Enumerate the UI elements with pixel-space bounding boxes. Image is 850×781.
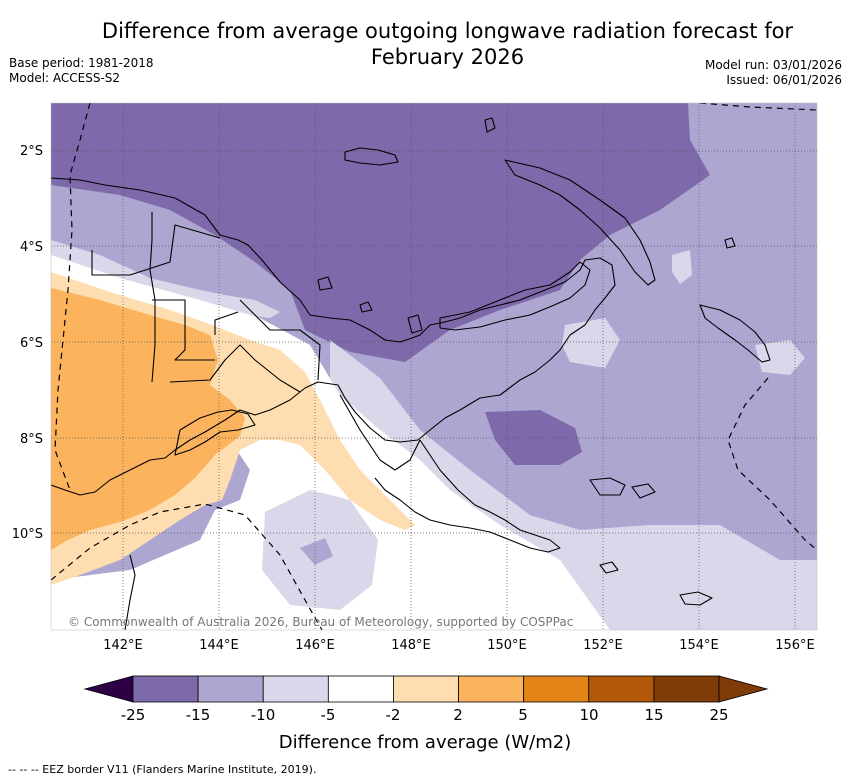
coastlines [51,117,771,630]
graticule [51,103,817,630]
colorbar-tick-label: 15 [644,706,663,724]
base-period: Base period: 1981-2018 [9,56,154,70]
map-area: © Commonwealth of Australia 2026, Bureau… [51,103,817,630]
coastline-fly-delta [174,409,256,456]
anomaly-patch-light-far-east [755,340,805,375]
colorbar-tick-label: 5 [518,706,528,724]
model-run: Model run: 03/01/2026 [704,58,842,72]
lon-tick-label: 144°E [199,638,239,653]
lon-tick-label: 152°E [583,638,623,653]
island-louisiade [679,591,713,606]
eez-border-east [727,377,817,551]
colorbar-cell [262,675,329,703]
island-new-hanover [407,314,423,334]
anomaly-patch-dark-purple [485,410,582,465]
lon-tick-label: 148°E [391,638,431,653]
colorbar-tick-label: -10 [251,706,276,724]
colorbar-cell [523,675,590,703]
colorbar-cell [393,675,459,703]
island-north-small [484,117,496,133]
colorbar-tick-label: -15 [186,706,211,724]
coastline-new-guinea-south [51,371,536,496]
island-woodlark [631,483,656,499]
eez-border-northeast [699,103,817,111]
colorbar: -25 -15 -10 -5 -2 2 5 10 15 25 Differenc… [83,675,769,753]
colorbar-cell [132,675,199,703]
anomaly-patch-lilac-south [300,538,333,565]
lat-tick-labels: 2°S 4°S 6°S 8°S 10°S [12,144,43,542]
colorbar-extend-low [83,675,134,703]
coastline-new-ireland [504,159,656,286]
anomaly-patch-light-islands [672,250,692,284]
coastline-bougainville [699,304,771,363]
colorbar-cell [197,675,264,703]
colorbar-tick-label: 10 [579,706,598,724]
colorbar-tick-label: -25 [121,706,146,724]
anomaly-zone-dark-purple [51,103,710,362]
island-long [359,301,373,313]
lat-tick-label: 10°S [12,527,43,542]
map-title-line2: February 2026 [370,45,525,69]
model-name: Model: ACCESS-S2 [9,71,121,85]
colorbar-tick-label: 2 [453,706,463,724]
colorbar-cell [327,675,394,703]
lon-tick-label: 154°E [679,638,719,653]
lon-tick-label: 150°E [487,638,527,653]
lat-tick-label: 2°S [20,144,43,159]
colorbar-cell [588,675,655,703]
colorbar-cell [458,675,525,703]
lat-tick-label: 6°S [20,336,43,351]
map-title-line1: Difference from average outgoing longwav… [101,19,794,43]
lat-tick-label: 4°S [20,240,43,255]
issued-date: Issued: 06/01/2026 [726,73,842,87]
map-copyright: © Commonwealth of Australia 2026, Bureau… [68,615,573,629]
map-frame [50,102,818,631]
island-far-east [724,237,736,249]
eez-border-west [54,103,91,491]
colorbar-cell [653,675,720,703]
lat-tick-label: 8°S [20,432,43,447]
map-title: Difference from average outgoing longwav… [90,18,805,70]
anomaly-zone-light-north [51,240,280,318]
island-trobriand [599,561,619,574]
coastline-cape-york [124,554,136,630]
coastline-new-britain [439,261,591,331]
eez-borders [51,103,817,630]
colorbar-tick-label: -5 [321,706,336,724]
anomaly-zone-light-southeast [330,340,817,630]
lon-tick-label: 142°E [103,638,143,653]
island-dentrecasteaux [589,477,626,496]
coastline-manus [344,147,399,166]
colorbar-cells [83,675,769,703]
meta-left: Base period: 1981-2018 Model: ACCESS-S2 [9,56,154,86]
lon-tick-labels: 142°E 144°E 146°E 148°E 150°E 152°E 154°… [103,638,815,653]
province-borders [91,224,421,471]
coastline-new-guinea-north [51,177,616,373]
colorbar-tick-label: 25 [709,706,728,724]
lon-tick-label: 146°E [295,638,335,653]
eez-footnote: -- -- -- EEZ border V11 (Flanders Marine… [8,763,317,776]
colorbar-tick-label: -2 [386,706,401,724]
colorbar-tick-labels: -25 -15 -10 -5 -2 2 5 10 15 25 [121,706,729,724]
coastline-papuan-tail [374,439,561,553]
colorbar-extend-high [718,675,769,703]
island-karkar [317,276,333,291]
anomaly-zone-orange [51,288,245,550]
lon-tick-label: 156°E [775,638,815,653]
meta-right: Model run: 03/01/2026 Issued: 06/01/2026 [705,58,842,88]
colorbar-title: Difference from average (W/m2) [279,732,571,753]
